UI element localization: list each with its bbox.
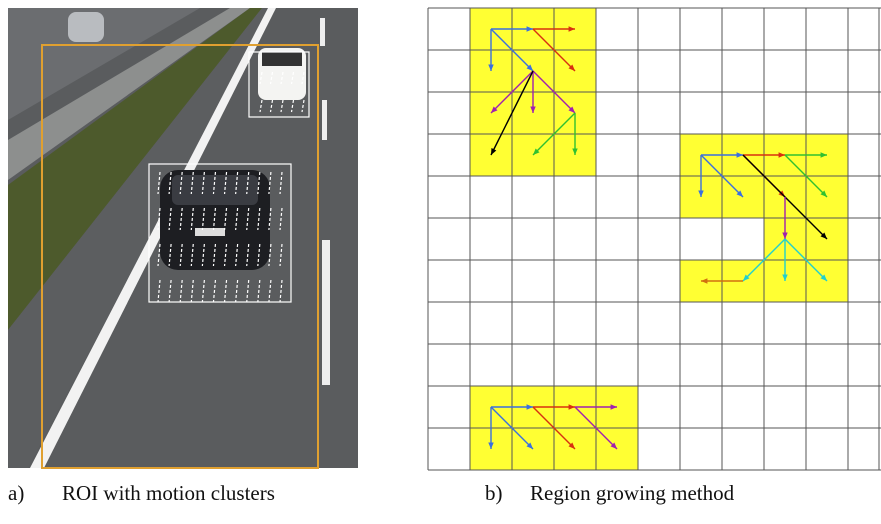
arrow (532, 112, 576, 156)
arrow (490, 406, 534, 450)
motion-vector (257, 243, 261, 267)
arrow (700, 154, 744, 198)
motion-vector (212, 279, 217, 303)
arrow (785, 152, 827, 158)
motion-vector (279, 171, 283, 195)
motion-vector (223, 207, 228, 231)
panel-label: a) (8, 481, 24, 505)
motion-vector (269, 99, 274, 113)
motion-vector (168, 207, 172, 231)
motion-vector (269, 71, 274, 85)
motion-vector (301, 71, 305, 85)
motion-vectors (157, 71, 305, 303)
motion-vector (279, 279, 283, 303)
motion-vector (257, 207, 261, 231)
motion-vector (290, 99, 295, 113)
arrow (491, 26, 533, 32)
motion-vector (290, 71, 295, 85)
arrow (488, 29, 494, 71)
arrow (530, 71, 536, 113)
motion-vector (235, 207, 239, 231)
motion-vector (190, 279, 194, 303)
arrow (742, 238, 786, 282)
motion-vector (190, 243, 194, 267)
arrow (698, 155, 704, 197)
motion-vector (201, 279, 205, 303)
motion-vector (257, 279, 261, 303)
panel-caption: ROI with motion clusters (62, 481, 275, 505)
motion-vector (280, 71, 284, 85)
roi-box (41, 44, 319, 469)
motion-vector (268, 279, 272, 303)
arrow (782, 239, 788, 281)
motion-vector (190, 207, 194, 231)
motion-vector (246, 171, 250, 195)
motion-vector (268, 207, 272, 231)
motion-vector (168, 243, 172, 267)
arrow (782, 197, 788, 239)
arrow (533, 26, 575, 32)
motion-vector (246, 207, 250, 231)
motion-vector (157, 243, 161, 267)
motion-vector (301, 99, 305, 113)
motion-vector (157, 171, 161, 195)
motion-vector (179, 207, 183, 231)
motion-vector (259, 71, 263, 85)
motion-vector (212, 207, 217, 231)
motion-vector (179, 243, 183, 267)
road-photo (8, 8, 358, 468)
arrow (488, 407, 494, 449)
motion-vector (201, 171, 205, 195)
motion-vector (257, 171, 261, 195)
arrow (572, 113, 578, 155)
arrow (784, 154, 828, 198)
arrow (701, 278, 743, 284)
arrow (743, 152, 785, 158)
grid (427, 7, 881, 471)
motion-vector (279, 243, 283, 267)
arrow (490, 28, 534, 72)
arrow (533, 404, 575, 410)
motion-vector (235, 171, 239, 195)
motion-vector (259, 99, 263, 113)
arrow (532, 28, 576, 72)
arrow (532, 406, 576, 450)
motion-vector (201, 243, 205, 267)
arrow (574, 406, 618, 450)
arrow (532, 70, 576, 114)
arrow (784, 238, 828, 282)
arrow (490, 70, 534, 156)
motion-vector (168, 279, 172, 303)
arrow (701, 152, 743, 158)
motion-vector (212, 243, 217, 267)
motion-vector (201, 207, 205, 231)
motion-vector (280, 99, 284, 113)
arrows (488, 26, 828, 450)
motion-vector (279, 207, 283, 231)
motion-vector (212, 171, 217, 195)
motion-vector (223, 279, 228, 303)
motion-vector (157, 207, 161, 231)
arrow (575, 404, 617, 410)
motion-vector (223, 171, 228, 195)
panel-caption: Region growing method (530, 481, 735, 505)
motion-vector (157, 279, 161, 303)
motion-vector (179, 279, 183, 303)
panel-label: b) (485, 481, 503, 505)
cluster-box (248, 51, 310, 118)
motion-vector (246, 243, 250, 267)
motion-vector (268, 243, 272, 267)
motion-vector (246, 279, 250, 303)
motion-vector (235, 279, 239, 303)
motion-vector (179, 171, 183, 195)
motion-vector (190, 171, 194, 195)
cluster-box (148, 163, 292, 303)
motion-vector (168, 171, 172, 195)
arrow (491, 404, 533, 410)
motion-vector (235, 243, 239, 267)
motion-vector (223, 243, 228, 267)
arrow (490, 70, 534, 114)
motion-vector (268, 171, 272, 195)
